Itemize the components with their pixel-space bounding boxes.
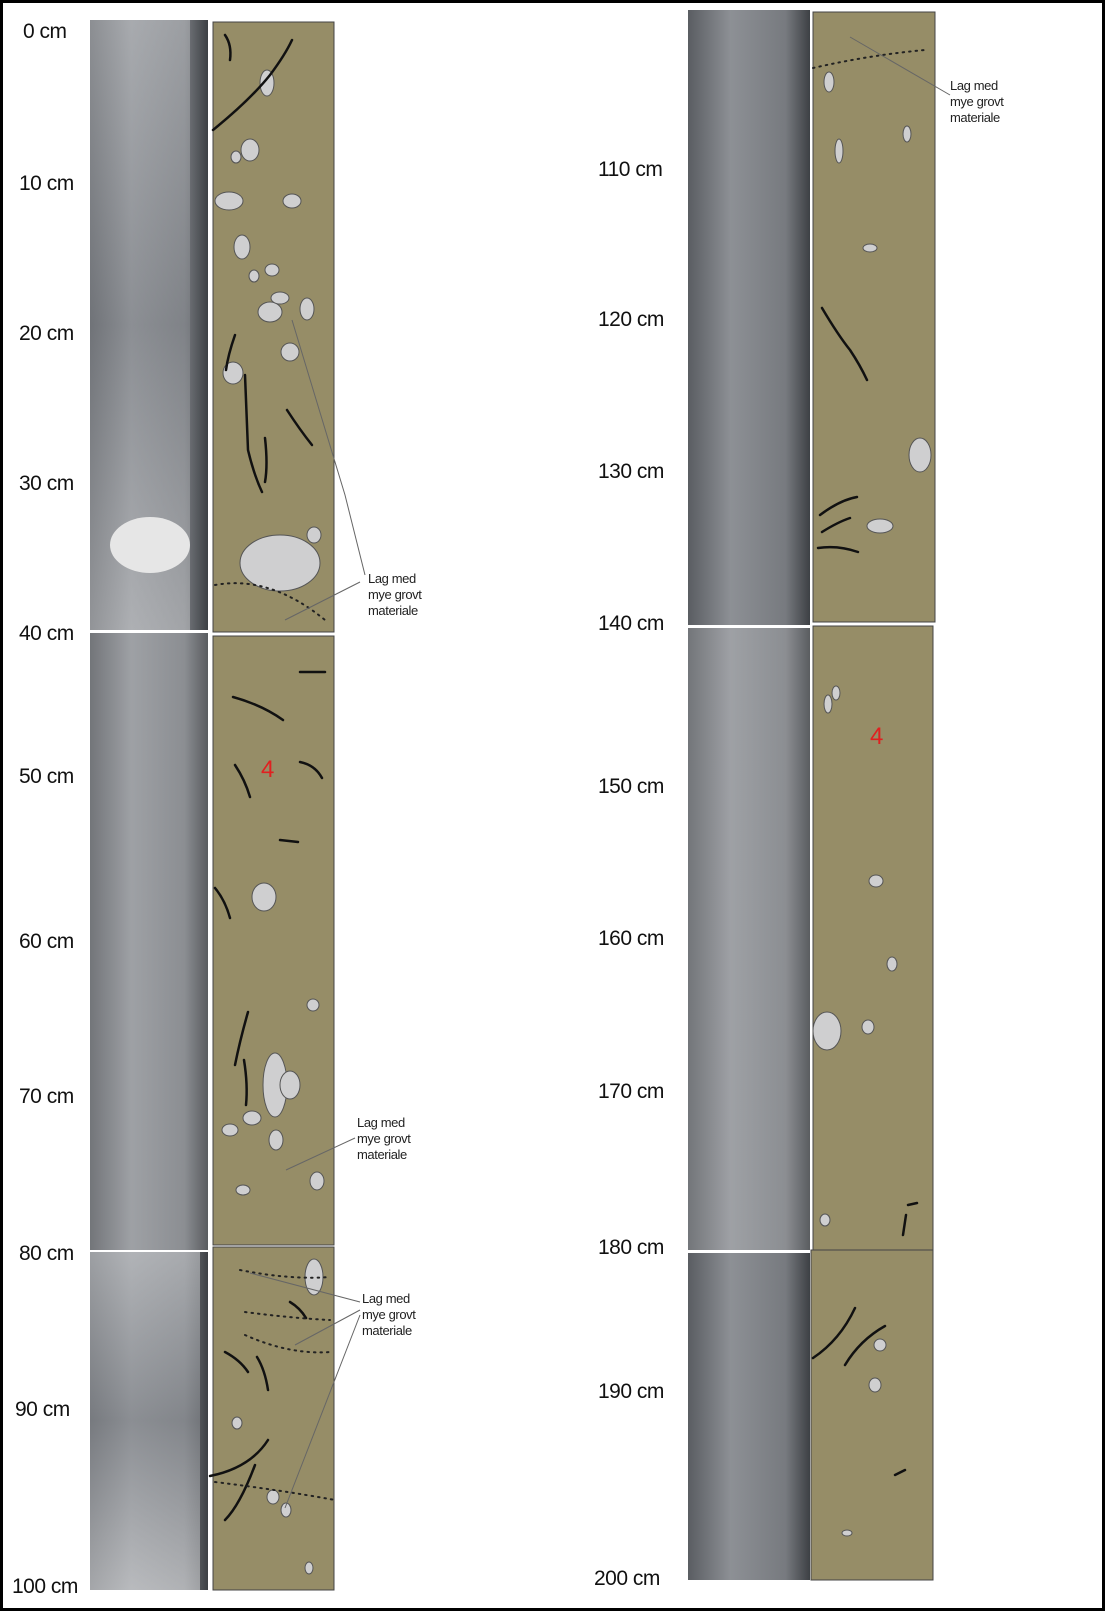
depth-label: 140 cm — [598, 612, 664, 635]
depth-label: 50 cm — [19, 765, 74, 788]
annotation: materiale — [368, 603, 418, 618]
depth-label: 80 cm — [19, 1242, 74, 1265]
depth-label: 60 cm — [19, 930, 74, 953]
depth-label: 160 cm — [598, 927, 664, 950]
annotation: mye grovt — [950, 94, 1004, 109]
depth-label: 10 cm — [19, 172, 74, 195]
depth-label: 0 cm — [23, 20, 67, 43]
depth-label: 20 cm — [19, 322, 74, 345]
annotation: materiale — [357, 1147, 407, 1162]
annotation: materiale — [950, 110, 1000, 125]
depth-label: 170 cm — [598, 1080, 664, 1103]
annotation: materiale — [362, 1323, 412, 1338]
annotation: Lag med — [357, 1115, 405, 1130]
unit-label: 4 — [870, 723, 883, 750]
annotation: mye grovt — [357, 1131, 411, 1146]
depth-label: 180 cm — [598, 1236, 664, 1259]
annotation: mye grovt — [362, 1307, 416, 1322]
depth-label: 40 cm — [19, 622, 74, 645]
depth-label: 30 cm — [19, 472, 74, 495]
unit-label: 4 — [261, 756, 274, 783]
depth-label: 200 cm — [594, 1567, 660, 1590]
core-figure: 0 cm 10 cm 20 cm 30 cm 40 cm 50 cm 60 cm 70 cm 8… — [0, 0, 1105, 1611]
depth-label: 70 cm — [19, 1085, 74, 1108]
depth-label: 190 cm — [598, 1380, 664, 1403]
annotation: mye grovt — [368, 587, 422, 602]
depth-label: 110 cm — [598, 158, 662, 181]
annotation: Lag med — [950, 78, 998, 93]
annotation: Lag med — [362, 1291, 410, 1306]
depth-label: 90 cm — [15, 1398, 70, 1421]
depth-label: 150 cm — [598, 775, 664, 798]
annotation: Lag med — [368, 571, 416, 586]
depth-label: 130 cm — [598, 460, 664, 483]
depth-label: 120 cm — [598, 308, 664, 331]
depth-label: 100 cm — [12, 1575, 78, 1598]
